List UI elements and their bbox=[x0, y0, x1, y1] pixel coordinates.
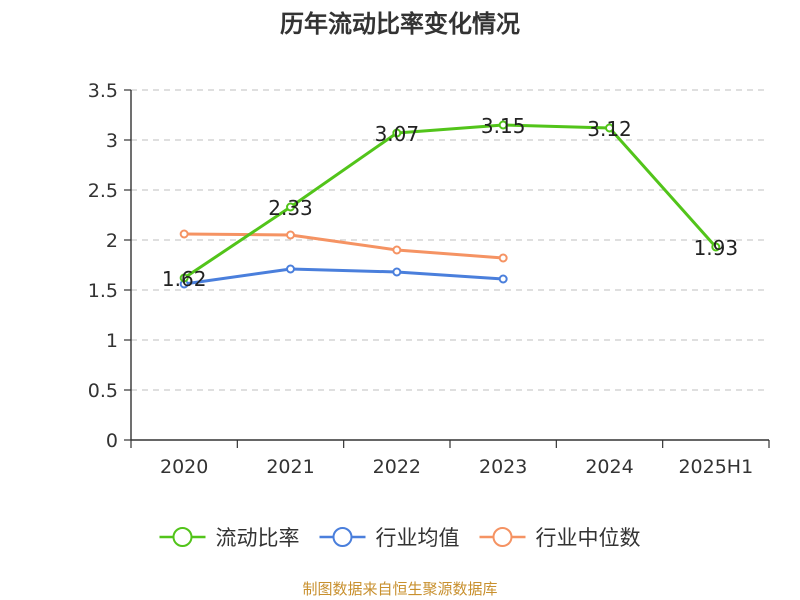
data-point bbox=[286, 264, 295, 274]
legend-item: 行业中位数 bbox=[479, 526, 641, 550]
series-lines bbox=[179, 120, 721, 289]
data-point bbox=[179, 273, 189, 283]
data-point bbox=[392, 245, 402, 255]
data-label: 3.12 bbox=[587, 117, 632, 141]
data-point bbox=[286, 202, 295, 212]
data-point bbox=[392, 267, 402, 277]
legend-label: 流动比率 bbox=[216, 526, 300, 550]
x-tick-label: 2021 bbox=[266, 456, 314, 478]
data-point bbox=[605, 123, 614, 133]
series-line bbox=[183, 123, 717, 280]
legend-item: 流动比率 bbox=[159, 526, 300, 550]
data-point bbox=[498, 120, 508, 130]
data-point bbox=[711, 242, 721, 252]
y-tick-label: 0 bbox=[106, 430, 118, 452]
data-point bbox=[392, 128, 402, 138]
grid-lines bbox=[131, 89, 769, 391]
data-point bbox=[179, 229, 189, 239]
x-tick-label: 2025H1 bbox=[678, 456, 753, 478]
legend-label: 行业均值 bbox=[376, 526, 460, 550]
data-label: 1.93 bbox=[694, 236, 739, 260]
data-point bbox=[498, 253, 508, 263]
legend: 流动比率 行业均值 行业中位数 bbox=[159, 526, 641, 550]
legend-label: 行业中位数 bbox=[536, 526, 641, 550]
data-source-note: 制图数据来自恒生聚源数据库 bbox=[302, 580, 498, 598]
axes: 0 0.5 1 1.5 2 2.5 3 3.5 2020 2021 2022 2023 2024 2025… bbox=[88, 80, 770, 478]
data-label: 2.33 bbox=[268, 196, 313, 220]
y-tick-label: 2 bbox=[106, 230, 118, 252]
y-tick-label: 1 bbox=[106, 330, 118, 352]
data-labels: 1.62 2.33 3.07 3.15 3.12 1.93 bbox=[162, 114, 738, 291]
data-point bbox=[286, 230, 295, 240]
data-label: 3.15 bbox=[481, 114, 526, 138]
y-tick-label: 3.5 bbox=[88, 80, 118, 102]
data-label: 1.62 bbox=[162, 267, 207, 291]
series-line bbox=[184, 232, 504, 260]
legend-item: 行业均值 bbox=[319, 526, 460, 550]
y-tick-label: 0.5 bbox=[88, 380, 118, 402]
y-tick-label: 3 bbox=[106, 130, 118, 152]
data-point bbox=[498, 274, 508, 284]
chart-title: 历年流动比率变化情况 bbox=[280, 10, 520, 38]
x-tick-label: 2023 bbox=[479, 456, 527, 478]
y-tick-label: 2.5 bbox=[88, 180, 118, 202]
legend-marker-icon bbox=[492, 527, 513, 547]
legend-marker-icon bbox=[332, 527, 353, 547]
x-tick-label: 2020 bbox=[160, 456, 208, 478]
series-line bbox=[183, 267, 504, 286]
legend-marker-icon bbox=[172, 527, 193, 547]
y-tick-label: 1.5 bbox=[88, 280, 118, 302]
data-label: 3.07 bbox=[375, 122, 420, 146]
x-tick-label: 2022 bbox=[373, 456, 421, 478]
x-tick-label: 2024 bbox=[585, 456, 633, 478]
